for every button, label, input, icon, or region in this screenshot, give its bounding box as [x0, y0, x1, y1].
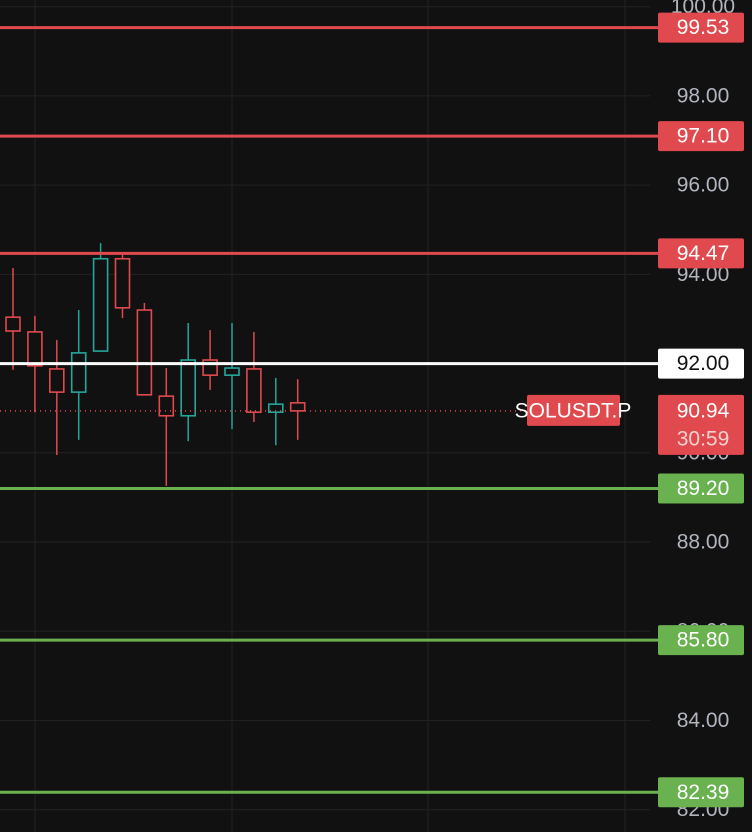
y-tick-label: 94.00: [677, 263, 730, 286]
level-label: 94.47: [677, 242, 730, 265]
level-label: 89.20: [677, 477, 730, 500]
level-label-box: [658, 777, 744, 808]
candle-body: [180, 359, 196, 417]
level-label: 92.00: [677, 352, 730, 375]
y-tick-label: 96.00: [677, 174, 730, 197]
level-label-box: [658, 625, 744, 656]
level-label-box: [658, 473, 744, 504]
candle-body: [224, 367, 240, 376]
candle-body: [5, 316, 21, 332]
candle-body: [114, 257, 131, 309]
symbol-label: SOLUSDT.P: [515, 399, 632, 422]
level-label: 85.80: [677, 629, 730, 652]
level-label-box: [658, 238, 744, 269]
candle-body: [246, 368, 262, 414]
y-tick-label: 84.00: [677, 709, 730, 732]
candle-body: [136, 309, 153, 396]
candle-body: [289, 402, 306, 412]
candle-body: [158, 395, 175, 417]
last-price-label: 90.94: [677, 399, 730, 422]
vertical-grid: [34, 0, 626, 832]
countdown-label: 30:59: [677, 427, 730, 450]
level-label: 82.39: [677, 781, 730, 804]
y-tick-label: 98.00: [677, 84, 730, 107]
candle-body: [70, 352, 87, 393]
level-label-box: [658, 121, 744, 152]
level-label-box: [658, 348, 744, 379]
last-price-box: [658, 394, 744, 455]
level-label: 97.10: [677, 125, 730, 148]
level-label-box: [658, 12, 744, 43]
candle-body: [92, 257, 109, 352]
candle-body: [48, 368, 65, 393]
level-label: 99.53: [677, 16, 730, 39]
candle-body: [27, 331, 43, 367]
y-tick-label: 88.00: [677, 531, 730, 554]
symbol-box: [527, 394, 620, 426]
candle-body: [267, 403, 284, 414]
